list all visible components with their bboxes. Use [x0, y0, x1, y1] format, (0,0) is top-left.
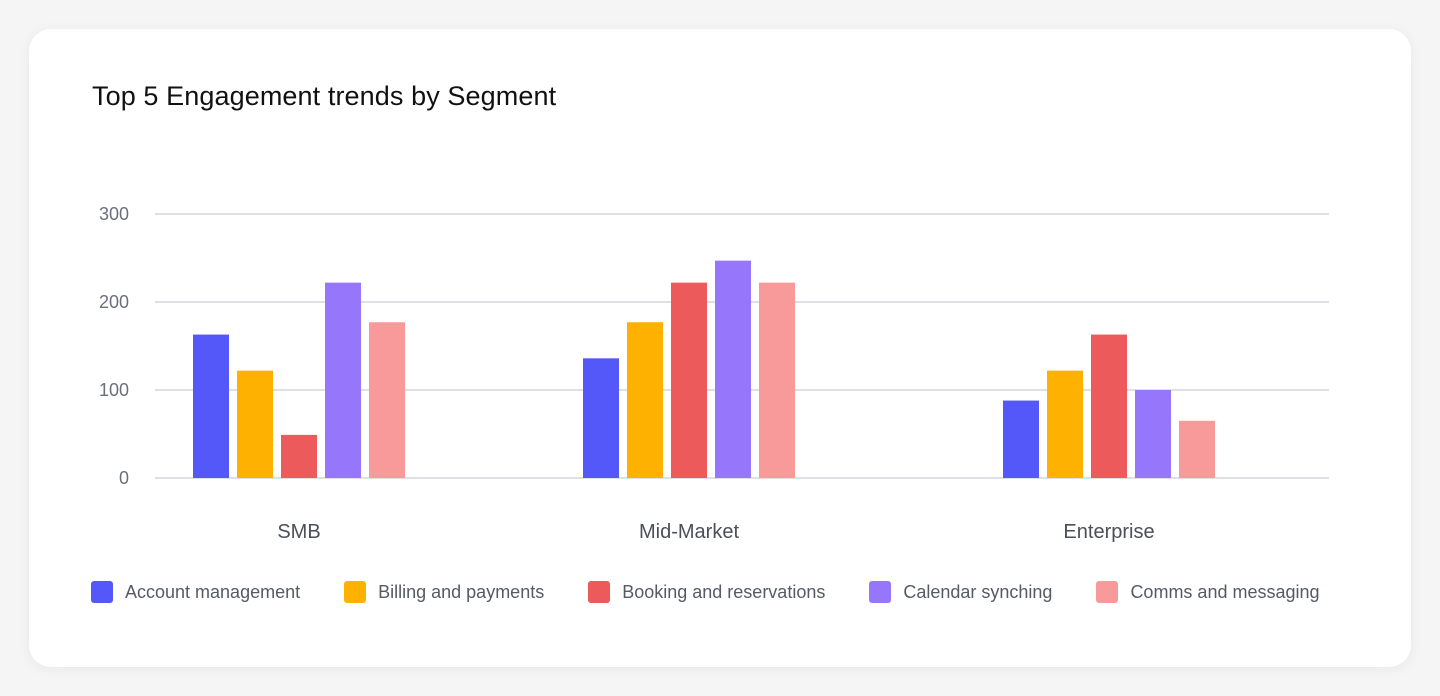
- legend-label: Comms and messaging: [1130, 581, 1320, 602]
- x-category-label: SMB: [277, 521, 320, 543]
- legend-label: Account management: [125, 581, 301, 602]
- bar[interactable]: [1135, 390, 1171, 478]
- bar-chart: 0 100 200 300 SMB Mid-Market Enterprise: [99, 204, 1329, 543]
- legend-swatch: [869, 581, 892, 603]
- legend-swatch: [1096, 581, 1119, 603]
- bar[interactable]: [237, 370, 273, 478]
- bar[interactable]: [627, 322, 663, 478]
- legend-item[interactable]: Comms and messaging: [1096, 581, 1320, 603]
- bar[interactable]: [369, 322, 405, 478]
- chart-title: Top 5 Engagement trends by Segment: [92, 81, 557, 111]
- chart-card: Top 5 Engagement trends by Segment 0 100 2…: [29, 29, 1411, 667]
- legend-item[interactable]: Account management: [91, 581, 300, 603]
- bar[interactable]: [1047, 370, 1083, 478]
- legend-item[interactable]: Booking and reservations: [588, 581, 825, 603]
- legend-item[interactable]: Billing and payments: [344, 581, 544, 603]
- legend-item[interactable]: Calendar synching: [869, 581, 1052, 603]
- bar[interactable]: [325, 282, 361, 478]
- x-axis-category-labels: SMB Mid-Market Enterprise: [277, 521, 1154, 543]
- legend-label: Calendar synching: [903, 581, 1053, 602]
- bar[interactable]: [1091, 334, 1127, 478]
- x-category-label: Mid-Market: [639, 521, 739, 543]
- legend-label: Billing and payments: [378, 581, 545, 602]
- y-axis-tick-labels: 0 100 200 300: [99, 204, 129, 488]
- x-category-label: Enterprise: [1063, 521, 1154, 543]
- y-tick-label: 100: [99, 380, 129, 400]
- bar[interactable]: [1179, 420, 1215, 478]
- legend-swatch: [344, 581, 367, 603]
- bar[interactable]: [281, 434, 317, 478]
- legend-label: Booking and reservations: [622, 581, 826, 602]
- bar[interactable]: [671, 282, 707, 478]
- y-tick-label: 300: [99, 204, 129, 224]
- bars: [193, 260, 1215, 478]
- bar[interactable]: [193, 334, 229, 478]
- bar[interactable]: [1003, 400, 1039, 478]
- legend: Account management Billing and payments Bo…: [91, 581, 1320, 603]
- legend-swatch: [588, 581, 611, 603]
- bar[interactable]: [715, 260, 751, 478]
- y-tick-label: 200: [99, 292, 129, 312]
- bar[interactable]: [759, 282, 795, 478]
- bar[interactable]: [583, 358, 619, 478]
- legend-swatch: [91, 581, 113, 603]
- y-tick-label: 0: [119, 468, 129, 488]
